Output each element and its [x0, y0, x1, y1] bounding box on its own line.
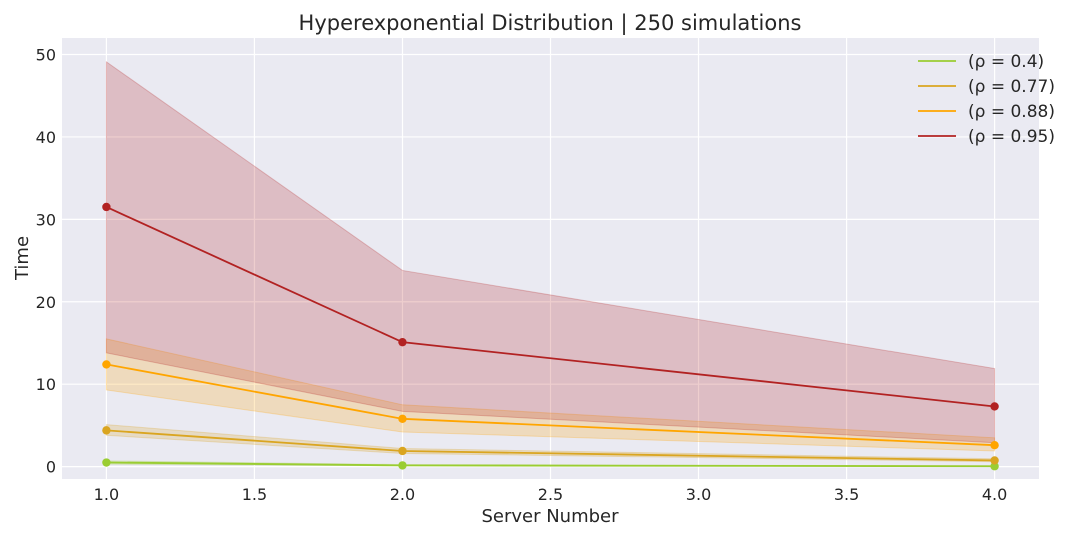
data-point — [398, 337, 407, 347]
x-tick-label: 3.5 — [834, 485, 859, 504]
legend-label: (ρ = 0.4) — [968, 52, 1044, 72]
x-tick-label: 2.0 — [390, 485, 415, 504]
data-point — [990, 402, 999, 411]
data-point — [398, 461, 407, 470]
confidence-band — [105, 338, 996, 452]
legend-label: (ρ = 0.88) — [968, 102, 1055, 122]
y-tick-label: 0 — [46, 458, 56, 477]
data-point — [398, 446, 407, 456]
series-points — [102, 202, 999, 471]
data-point — [102, 360, 111, 369]
data-point — [398, 414, 407, 424]
x-tick-label: 1.0 — [94, 485, 119, 504]
y-tick-label: 40 — [36, 128, 56, 147]
x-axis-label: Server Number — [481, 506, 619, 527]
grid — [62, 38, 1039, 479]
data-point — [990, 456, 999, 465]
data-point — [102, 458, 111, 467]
legend: (ρ = 0.4) (ρ = 0.77) (ρ = 0.88) (ρ = 0.95) — [918, 52, 1055, 147]
y-axis-label: Time — [12, 236, 33, 281]
legend-label: (ρ = 0.77) — [968, 77, 1055, 97]
x-tick-label: 1.5 — [242, 485, 267, 504]
y-tick-label: 50 — [36, 45, 56, 64]
legend-label: (ρ = 0.95) — [968, 127, 1055, 147]
data-point — [990, 441, 999, 450]
y-tick-label: 20 — [36, 293, 56, 312]
y-tick-label: 10 — [36, 375, 56, 394]
y-tick-label: 30 — [36, 210, 56, 229]
x-tick-label: 3.0 — [686, 485, 711, 504]
y-tick-labels: 0 10 20 30 40 50 — [36, 45, 56, 476]
x-tick-label: 2.5 — [538, 485, 563, 504]
chart-title: Hyperexponential Distribution | 250 simu… — [299, 11, 802, 36]
data-point — [990, 462, 999, 471]
data-point — [102, 426, 111, 435]
data-point — [102, 202, 111, 212]
x-tick-label: 4.0 — [982, 485, 1007, 504]
x-tick-labels: 1.0 1.5 2.0 2.5 3.0 3.5 4.0 — [94, 485, 1008, 504]
